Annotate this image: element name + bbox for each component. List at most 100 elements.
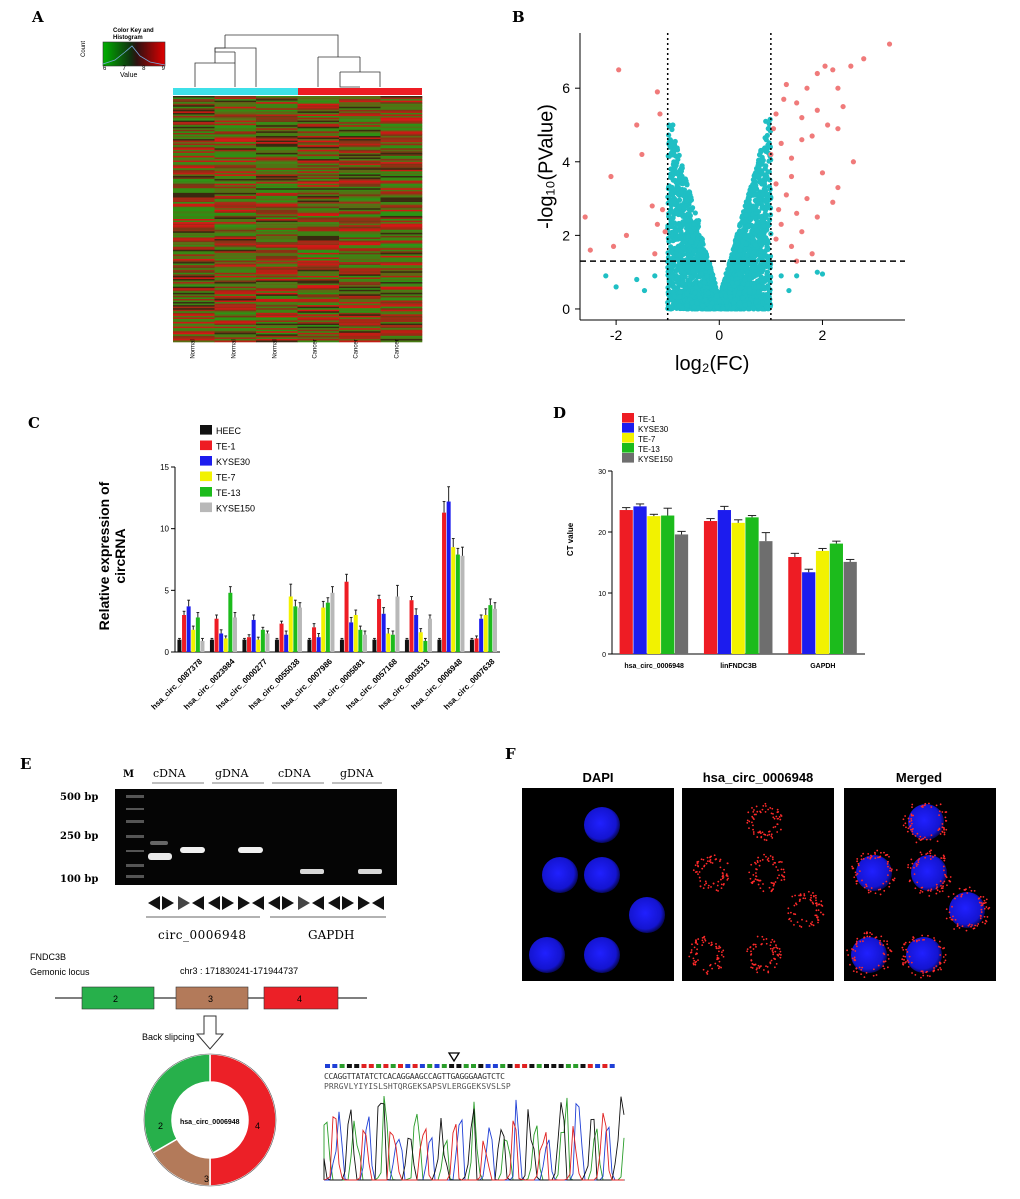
fish-signal <box>779 860 782 863</box>
fish-signal <box>711 967 714 970</box>
heatmap-cell <box>256 212 298 215</box>
heatmap-cell <box>380 106 423 109</box>
fish-signal <box>751 880 754 883</box>
heatmap-cell <box>214 268 257 271</box>
heatmap-cell <box>339 323 381 326</box>
fish-signal <box>938 828 941 831</box>
fish-signal <box>775 946 778 949</box>
volcano-point <box>685 211 691 217</box>
heatmap-cell <box>173 146 215 149</box>
heatmap-cell <box>173 234 215 237</box>
primer-arrow-icon <box>148 896 160 910</box>
heatmap-cell <box>173 102 215 104</box>
fish-signal <box>755 968 758 971</box>
fish-signal <box>924 836 926 839</box>
fish-signal <box>945 828 948 831</box>
fish-signal <box>753 943 755 946</box>
heatmap-cell <box>214 166 257 169</box>
fish-signal <box>979 917 982 920</box>
heatmap-cell <box>256 165 298 168</box>
heatmap-cell <box>339 182 381 184</box>
fish-signal <box>855 945 858 948</box>
heatmap-cell <box>297 129 340 132</box>
category-label: hsa_circ_0006948 <box>624 663 684 670</box>
nucleus <box>851 937 887 973</box>
heatmap-cell <box>380 189 423 192</box>
heatmap-cell <box>380 197 423 200</box>
bar <box>330 592 335 652</box>
heatmap-cell <box>380 328 423 330</box>
volcano-point <box>742 277 748 283</box>
heatmap-cell <box>214 269 257 272</box>
heatmap-cell <box>214 278 257 281</box>
heatmap-cell <box>256 334 298 337</box>
heatmap-cell <box>380 329 423 332</box>
heatmap-cell <box>256 329 298 332</box>
heatmap-cell <box>256 183 298 186</box>
heatmap-cell <box>339 97 381 100</box>
heatmap-cell <box>256 105 298 108</box>
fish-signal <box>761 808 764 811</box>
heatmap-cell <box>173 254 215 257</box>
fish-signal <box>759 831 761 833</box>
volcano-point <box>768 274 774 280</box>
fish-signal <box>879 888 882 891</box>
heatmap-cell <box>256 179 298 181</box>
bar <box>446 501 451 652</box>
heatmap-cell <box>339 305 381 307</box>
fish-signal <box>877 964 880 967</box>
fish-signal <box>910 819 913 822</box>
heatmap-cell <box>297 252 340 255</box>
heatmap-cell <box>380 260 423 263</box>
fish-signal <box>943 859 946 862</box>
base-quality-mark <box>434 1064 440 1068</box>
volcano-point <box>671 284 677 290</box>
locus-label: Gemonic locus <box>30 967 90 977</box>
volcano-point <box>763 198 769 204</box>
heatmap-cell <box>214 175 257 178</box>
fish-signal <box>815 899 817 902</box>
heatmap-cell <box>256 217 298 220</box>
lane-group-label: cDNA <box>278 767 311 780</box>
volcano-point <box>744 252 750 258</box>
heatmap-cell <box>339 203 381 206</box>
fish-signal <box>889 869 891 872</box>
y-tick-label: 30 <box>598 469 606 476</box>
fish-signal <box>701 939 704 942</box>
heatmap-cell <box>339 205 381 207</box>
heatmap-cell <box>214 323 257 326</box>
fish-signal <box>788 918 790 921</box>
heatmap-cell <box>214 185 257 188</box>
fish-signal <box>695 939 697 942</box>
volcano-point <box>697 247 703 254</box>
heatmap-cell <box>339 275 381 278</box>
heatmap-cell <box>339 119 381 121</box>
fish-signal <box>902 818 905 821</box>
gel-band <box>180 847 205 853</box>
volcano-point-significant <box>825 122 831 128</box>
fish-signal <box>746 948 749 951</box>
bar <box>195 617 200 652</box>
heatmap-cell <box>214 115 257 118</box>
heatmap-cell <box>214 202 257 204</box>
fish-signal <box>773 966 776 969</box>
fish-signal <box>711 943 713 946</box>
heatmap-cell <box>173 103 215 106</box>
base-quality-mark <box>390 1064 396 1068</box>
heatmap-cell <box>256 255 298 258</box>
heatmap-cell <box>339 105 381 108</box>
heatmap-cell <box>256 211 298 214</box>
volcano-point <box>702 249 709 255</box>
heatmap-cell <box>173 96 215 98</box>
fish-signal <box>888 885 891 888</box>
volcano-point <box>669 223 675 230</box>
fish-signal <box>714 858 717 861</box>
fish-signal <box>762 890 765 893</box>
volcano-point <box>675 156 681 163</box>
heatmap-cell <box>339 103 381 106</box>
heatmap-cell <box>380 179 423 181</box>
heatmap-cell <box>297 111 340 114</box>
bar <box>479 618 484 652</box>
heatmap-cell <box>214 219 257 221</box>
volcano-point-significant <box>788 243 795 250</box>
